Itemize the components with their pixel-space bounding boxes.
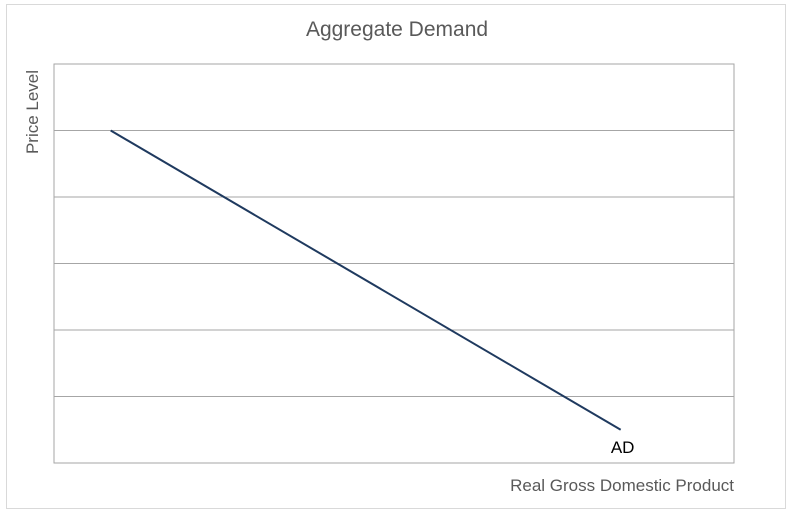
chart-frame [6, 4, 786, 509]
series-label: AD [611, 438, 635, 457]
x-axis-label: Real Gross Domestic Product [510, 476, 734, 495]
series-line-ad [110, 129, 622, 431]
chart-title: Aggregate Demand [305, 18, 489, 41]
